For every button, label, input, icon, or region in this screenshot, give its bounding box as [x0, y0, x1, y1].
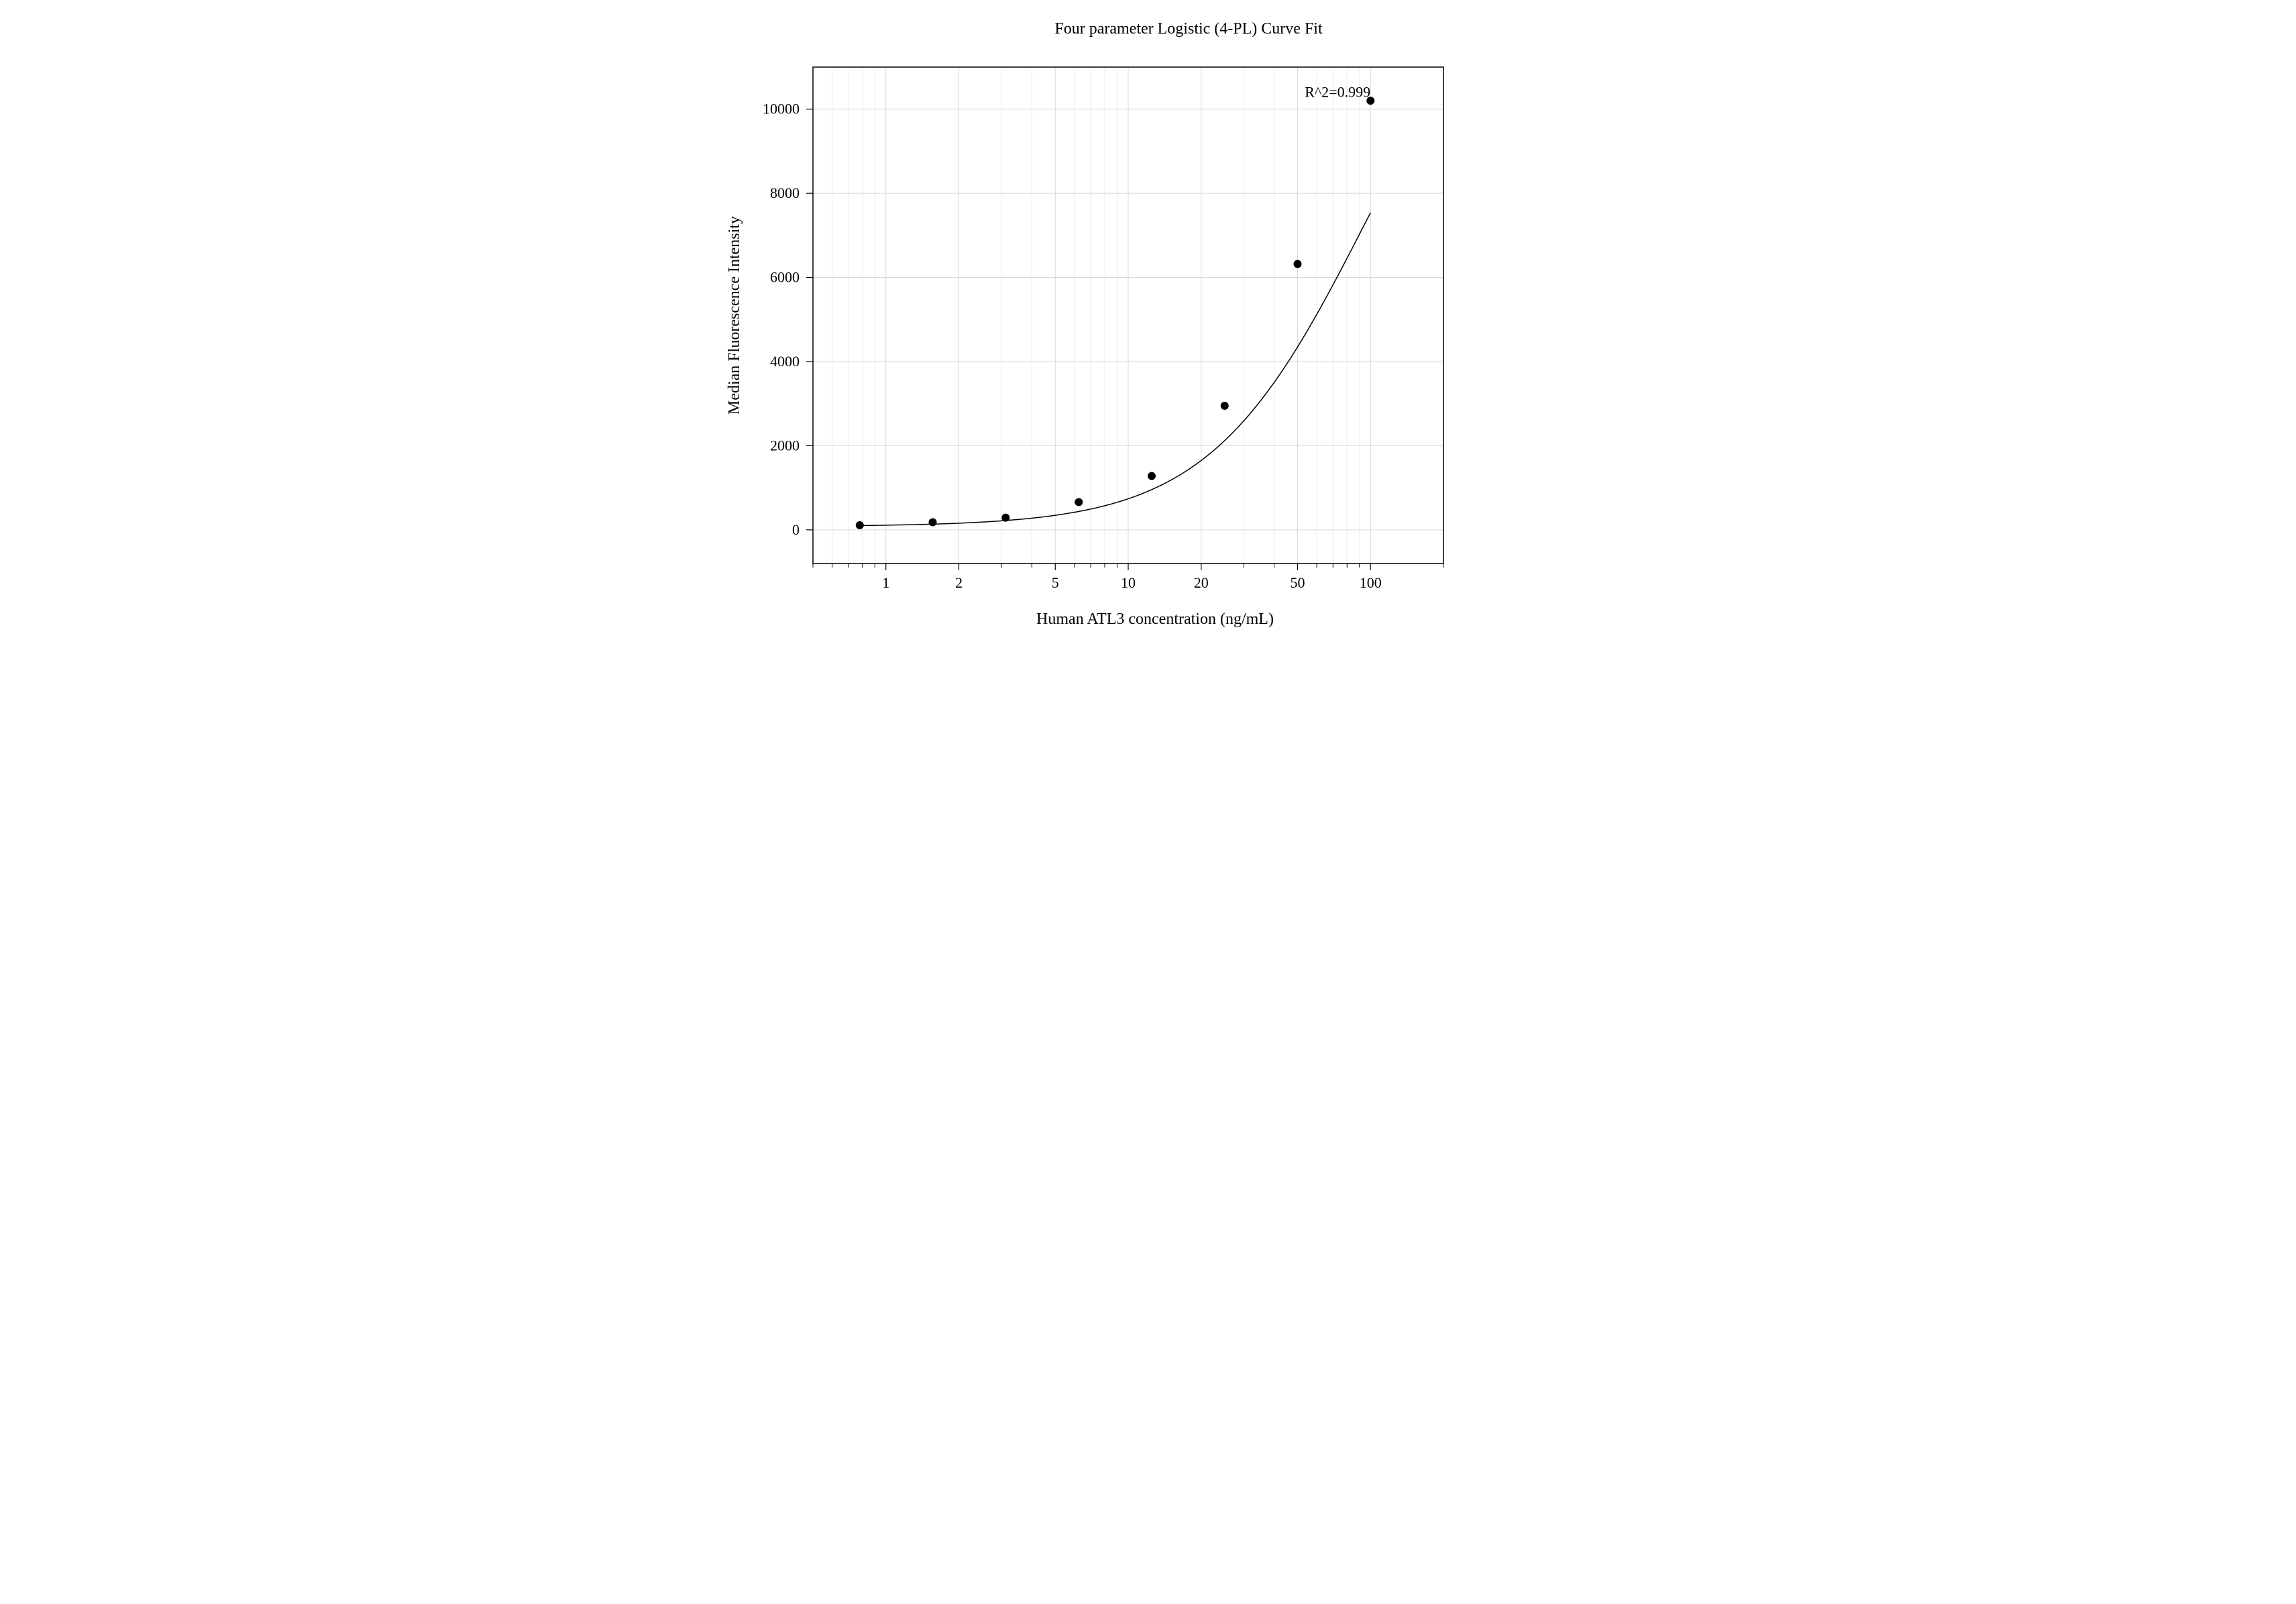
data-marker	[1001, 514, 1009, 522]
x-tick-label: 10	[1121, 574, 1136, 591]
x-tick-label: 2	[954, 574, 962, 591]
data-marker	[1148, 472, 1156, 480]
data-marker	[1220, 402, 1228, 410]
y-tick-label: 8000	[770, 184, 800, 201]
y-tick-label: 10000	[763, 101, 800, 117]
data-marker	[1075, 498, 1083, 506]
x-tick-label: 20	[1193, 574, 1208, 591]
y-axis-label: Median Fluorescence Intensity	[726, 216, 743, 415]
data-marker	[1293, 260, 1301, 268]
r-squared-annotation: R^2=0.999	[1305, 83, 1370, 100]
y-tick-label: 4000	[770, 353, 800, 370]
data-marker	[855, 521, 863, 529]
x-tick-label: 1	[882, 574, 889, 591]
y-tick-label: 2000	[770, 437, 800, 453]
x-tick-label: 5	[1051, 574, 1058, 591]
y-tick-label: 0	[792, 521, 800, 538]
x-axis-label: Human ATL3 concentration (ng/mL)	[1036, 610, 1274, 628]
x-tick-label: 50	[1290, 574, 1305, 591]
chart-svg: Four parameter Logistic (4-PL) Curve Fit…	[639, 0, 1658, 712]
chart-title: Four parameter Logistic (4-PL) Curve Fit	[1054, 20, 1323, 38]
x-tick-label: 100	[1359, 574, 1381, 591]
chart-container: Four parameter Logistic (4-PL) Curve Fit…	[639, 0, 1658, 712]
y-tick-label: 6000	[770, 269, 800, 286]
data-marker	[928, 519, 936, 527]
